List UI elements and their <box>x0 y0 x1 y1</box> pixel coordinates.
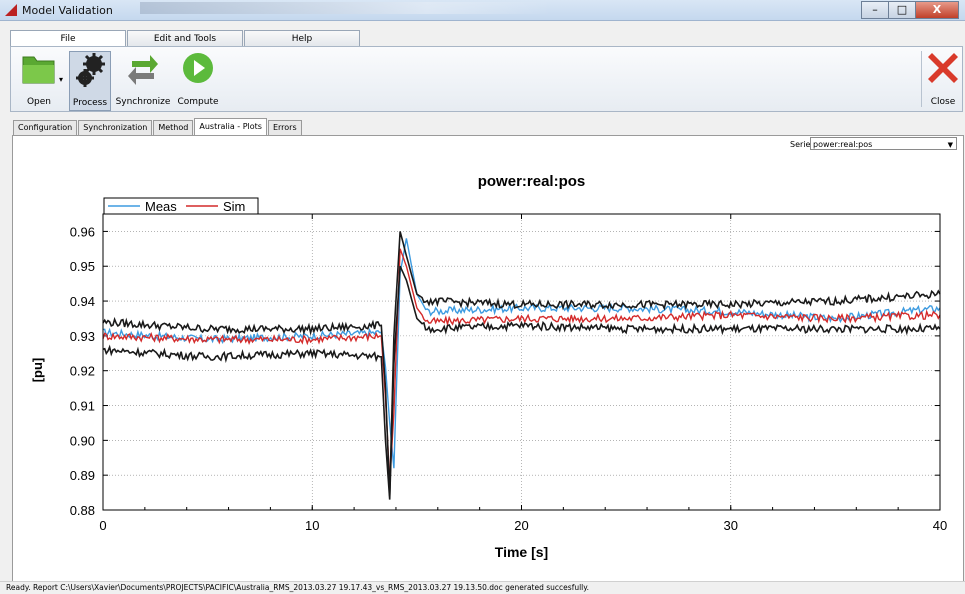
compute-button[interactable]: Compute <box>175 51 221 109</box>
x-tick-label: 20 <box>514 518 528 533</box>
y-tick-label: 0.90 <box>70 433 95 448</box>
close-button[interactable]: Close <box>925 51 961 109</box>
legend-label: Meas <box>145 199 177 214</box>
play-icon <box>183 53 213 83</box>
legend-label: Sim <box>223 199 245 214</box>
app-icon <box>5 4 17 16</box>
tab-help[interactable]: Help <box>244 30 360 47</box>
tab-synchronization[interactable]: Synchronization <box>78 120 153 135</box>
background-window-strip <box>140 2 550 14</box>
y-tick-label: 0.92 <box>70 364 95 379</box>
series-line <box>102 265 941 500</box>
folder-icon <box>22 56 63 84</box>
tab-configuration[interactable]: Configuration <box>13 120 78 135</box>
close-window-button[interactable]: X <box>915 1 959 19</box>
y-tick-label: 0.88 <box>70 503 95 518</box>
tab-file[interactable]: File <box>10 30 126 48</box>
series-line <box>102 231 941 497</box>
series-line <box>102 248 941 483</box>
chevron-down-icon: ▼ <box>947 141 953 149</box>
y-tick-label: 0.89 <box>70 468 95 483</box>
x-axis-label: Time [s] <box>495 544 548 560</box>
y-tick-label: 0.96 <box>70 224 95 239</box>
x-tick-label: 30 <box>724 518 738 533</box>
close-x-icon <box>928 53 958 83</box>
window-title: Model Validation <box>22 4 113 17</box>
process-label: Process <box>72 98 108 108</box>
ribbon-divider <box>921 51 922 107</box>
x-tick-label: 0 <box>99 518 106 533</box>
plot-area-border <box>102 213 941 511</box>
synchronize-button[interactable]: Synchronize <box>115 51 171 109</box>
open-button[interactable]: ▾ Open <box>15 51 63 109</box>
serie-select[interactable]: power:real:pos ▼ <box>810 137 957 150</box>
synchronize-label: Synchronize <box>115 97 171 107</box>
y-tick-label: 0.95 <box>70 259 95 274</box>
y-tick-label: 0.91 <box>70 399 95 414</box>
x-tick-label: 40 <box>933 518 947 533</box>
gears-icon <box>76 53 105 87</box>
content-tabs: Configuration Synchronization Method Aus… <box>13 118 303 135</box>
legend-box <box>103 197 259 215</box>
tab-method[interactable]: Method <box>153 120 194 135</box>
ribbon: ▾ Open Process Synchronize Compute Close <box>10 46 963 112</box>
serie-value: power:real:pos <box>813 140 873 149</box>
y-axis-label: [pu] <box>30 358 45 383</box>
y-tick-label: 0.94 <box>70 294 95 309</box>
tab-australia-plots[interactable]: Australia - Plots <box>194 118 267 135</box>
series-line <box>102 238 941 469</box>
status-bar: Ready. Report C:\Users\Xavier\Documents\… <box>0 581 965 593</box>
open-dropdown-arrow-icon[interactable]: ▾ <box>59 75 64 84</box>
tab-errors[interactable]: Errors <box>267 120 302 135</box>
y-tick-label: 0.93 <box>70 329 95 344</box>
sync-arrows-icon <box>128 55 158 85</box>
x-tick-label: 10 <box>305 518 319 533</box>
close-label: Close <box>930 97 956 107</box>
window-controls: – □ X <box>861 1 959 19</box>
open-label: Open <box>26 97 52 107</box>
title-bar: Model Validation – □ X <box>0 0 965 21</box>
chart-title: power:real:pos <box>478 173 586 190</box>
serie-label: Serie: <box>790 140 814 149</box>
minimize-button[interactable]: – <box>861 1 889 19</box>
process-button[interactable]: Process <box>69 51 111 111</box>
ribbon-tabs: File Edit and Tools Help <box>10 30 361 48</box>
tab-edit-and-tools[interactable]: Edit and Tools <box>127 30 243 47</box>
compute-label: Compute <box>177 97 219 107</box>
